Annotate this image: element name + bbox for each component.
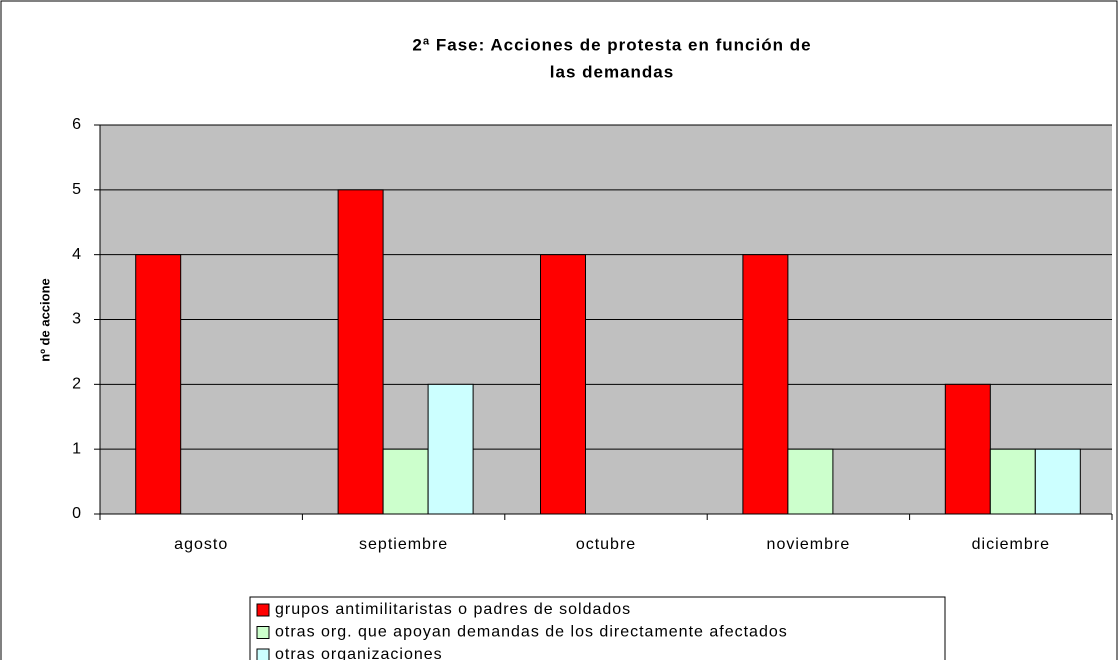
chart-title: las demandas (550, 62, 674, 81)
x-tick-label: diciembre (972, 536, 1050, 553)
legend-swatch (256, 626, 270, 639)
x-tick-label: septiembre (359, 536, 448, 553)
bar (1034, 448, 1081, 515)
legend-swatch (256, 648, 270, 662)
bar (337, 189, 384, 515)
bar (742, 254, 789, 515)
legend-label: otras organizaciones (275, 646, 443, 660)
y-tick-label: 1 (72, 440, 82, 457)
legend (249, 596, 946, 665)
x-tick-label: octubre (576, 536, 636, 553)
bar (944, 383, 991, 515)
y-axis-label: nº de accione (37, 278, 52, 362)
bar (787, 448, 834, 515)
chart-title: 2ª Fase: Acciones de protesta en función… (412, 35, 811, 54)
y-tick-label: 0 (72, 505, 82, 522)
y-tick-label: 3 (72, 311, 82, 328)
y-tick-label: 4 (72, 246, 82, 263)
bar (135, 254, 182, 515)
y-tick-label: 6 (72, 116, 82, 133)
bar (427, 383, 474, 515)
bar (989, 448, 1036, 515)
legend-label: otras org. que apoyan demandas de los di… (275, 624, 788, 641)
legend-label: grupos antimilitaristas o padres de sold… (275, 601, 631, 618)
bar (382, 448, 429, 515)
bar (540, 254, 586, 515)
legend-swatch (256, 603, 270, 617)
y-tick-label: 5 (72, 181, 82, 198)
x-tick-label: agosto (174, 536, 228, 553)
x-tick-label: noviembre (767, 536, 851, 553)
y-tick-label: 2 (72, 376, 82, 393)
